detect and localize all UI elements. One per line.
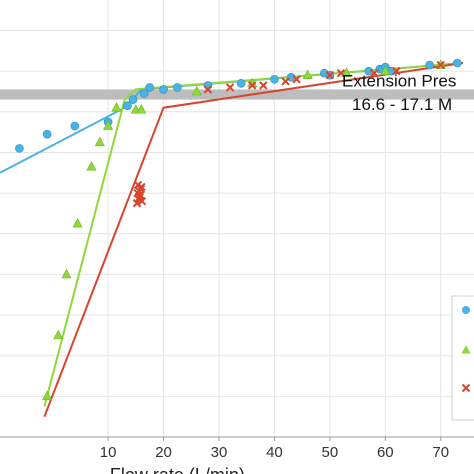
point-cross-series-3 [392,66,401,76]
x-tick-label: 20 [155,444,172,461]
point-cross-series-3 [325,70,335,80]
fit-line-series-2 [43,62,463,407]
point-cross-series-3 [248,81,257,90]
point-triangle-series-2 [103,120,114,130]
point-triangle-series-2 [42,390,53,401]
extension-pressure-band [0,89,474,100]
point-cross-series-3 [137,197,147,206]
legend-marker-triangle [461,345,471,354]
point-cross-series-3 [336,68,346,78]
x-tick-label: 70 [432,444,449,461]
x-axis: 10 20 30 40 50 60 70 [0,436,474,461]
point-cross-series-3 [259,81,268,90]
point-circle-series-1 [173,83,182,92]
point-triangle-series-2 [94,136,105,147]
fit-line-series-3 [43,62,464,418]
point-cross-series-3 [436,60,445,70]
point-cross-series-3 [281,77,290,86]
point-circle-series-1 [236,79,246,88]
point-triangle-series-2 [191,85,202,96]
point-circle-series-1 [15,144,24,153]
point-circle-series-1 [139,89,149,98]
point-circle-series-1 [123,101,132,110]
point-triangle-series-2 [302,69,313,80]
point-triangle-series-2 [86,161,97,171]
point-cross-series-3 [133,180,143,190]
legend-marker-cross [461,383,471,393]
point-cross-series-3 [292,75,301,84]
band-label-line2: 16.6 - 17.1 M [352,95,452,114]
point-triangle-series-2 [72,217,83,228]
point-triangle-series-2 [111,102,122,112]
point-circle-series-1 [70,121,80,131]
x-tick-label: 30 [211,444,228,461]
x-tick-label: 60 [377,444,394,461]
point-circle-series-1 [453,58,462,68]
legend-marker-circle [462,306,470,314]
point-circle-series-1 [425,60,434,70]
point-triangle-series-2 [61,268,72,279]
point-circle-series-1 [145,83,154,92]
legend-box [451,295,474,421]
legend [451,295,474,421]
point-cross-series-3 [370,68,379,78]
point-triangle-series-2 [380,65,391,75]
point-circle-series-1 [159,85,168,94]
point-triangle-series-2 [53,329,64,340]
x-tick-label: 40 [266,444,283,461]
point-circle-series-1 [42,129,52,139]
x-tick-label: 10 [100,444,117,461]
point-cross-series-3 [203,85,213,94]
point-cross-series-3 [135,192,144,202]
point-circle-series-1 [128,95,138,104]
data-points [15,58,462,401]
point-triangle-series-2 [341,67,352,77]
point-circle-series-1 [270,74,279,84]
point-cross-series-3 [225,83,235,92]
point-triangle-series-2 [136,104,147,114]
x-axis-title: Flow rate (L/min) [110,465,245,474]
x-tick-label: 50 [322,444,339,461]
gridlines [0,0,474,437]
band-label-line1: Extension Pres [342,71,456,90]
band-annotation: Extension Pres 16.6 - 17.1 M [342,71,456,113]
fit-lines [0,62,464,418]
